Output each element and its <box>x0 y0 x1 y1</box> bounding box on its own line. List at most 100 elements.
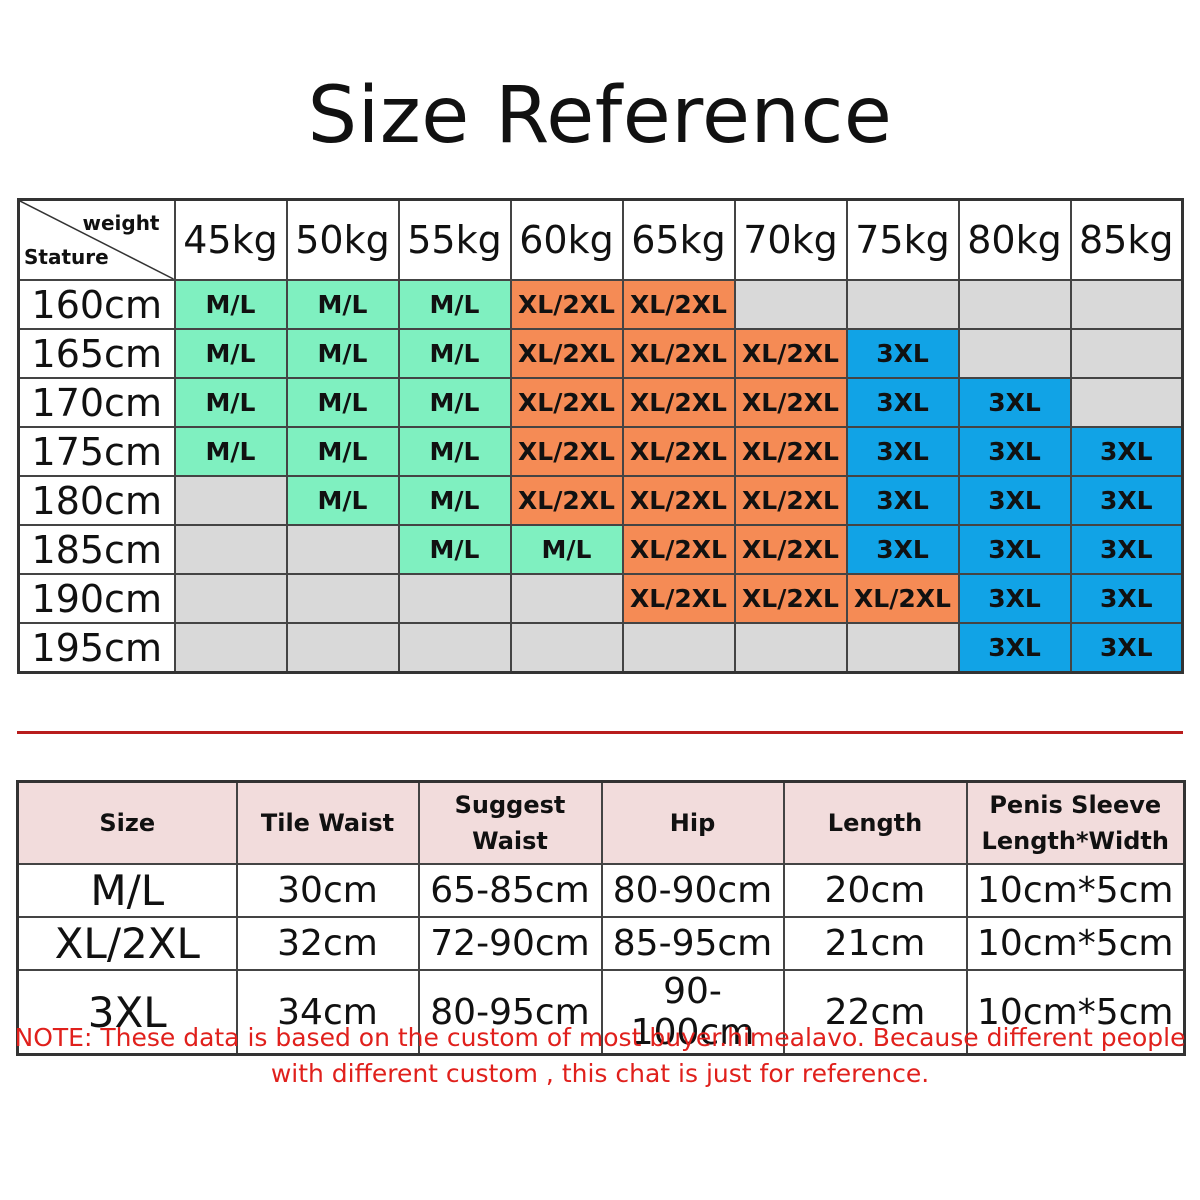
empty-cell <box>733 279 848 330</box>
weight-header: 50kg <box>285 198 400 281</box>
grid-row: 190cm XL/2XL XL/2XL XL/2XL 3XL 3XL <box>17 573 1184 624</box>
empty-cell <box>845 279 960 330</box>
size-cell: 3XL <box>957 524 1072 575</box>
size-cell: XL/2XL <box>733 524 848 575</box>
size-cell: XL/2XL <box>845 573 960 624</box>
empty-cell <box>1069 377 1184 428</box>
size-cell: M/L <box>397 279 512 330</box>
stature-label: 175cm <box>17 426 176 477</box>
size-cell: XL/2XL <box>733 377 848 428</box>
size-cell: 3XL <box>1069 475 1184 526</box>
size-cell: 3XL <box>957 426 1072 477</box>
weight-header: 70kg <box>733 198 848 281</box>
spec-value: 21cm <box>782 916 968 971</box>
empty-cell <box>957 328 1072 379</box>
weight-header: 75kg <box>845 198 960 281</box>
spec-size-name: M/L <box>16 863 238 918</box>
spec-value: 10cm*5cm <box>965 863 1186 918</box>
size-cell: 3XL <box>957 622 1072 674</box>
grid-row: 185cm M/L M/L XL/2XL XL/2XL 3XL 3XL 3XL <box>17 524 1184 575</box>
size-cell: M/L <box>397 426 512 477</box>
size-cell: M/L <box>397 328 512 379</box>
size-cell: M/L <box>397 377 512 428</box>
corner-cell: weight Stature <box>17 198 176 281</box>
spec-header: Suggest Waist <box>417 780 603 865</box>
spec-value: 10cm*5cm <box>965 969 1186 1056</box>
size-cell: XL/2XL <box>733 426 848 477</box>
empty-cell <box>173 573 288 624</box>
spec-value: 22cm <box>782 969 968 1056</box>
size-cell: M/L <box>397 524 512 575</box>
grid-row: 165cm M/L M/L M/L XL/2XL XL/2XL XL/2XL 3XL <box>17 328 1184 379</box>
size-cell: XL/2XL <box>509 279 624 330</box>
spec-value: 30cm <box>235 863 420 918</box>
size-cell: XL/2XL <box>621 328 736 379</box>
spec-row: 3XL 34cm 80-95cm 90-100cm 22cm 10cm*5cm <box>16 969 1186 1056</box>
size-cell: XL/2XL <box>733 573 848 624</box>
grid-row: 175cm M/L M/L M/L XL/2XL XL/2XL XL/2XL 3XL 3XL 3X… <box>17 426 1184 477</box>
spec-value: 85-95cm <box>600 916 785 971</box>
empty-cell <box>397 622 512 674</box>
note-line-2: with different custom , this chat is jus… <box>270 1059 930 1088</box>
grid-row: 180cm M/L M/L XL/2XL XL/2XL XL/2XL 3XL 3XL 3XL <box>17 475 1184 526</box>
stature-label: 180cm <box>17 475 176 526</box>
size-cell: M/L <box>285 377 400 428</box>
weight-header: 55kg <box>397 198 512 281</box>
spec-value: 34cm <box>235 969 420 1056</box>
empty-cell <box>1069 328 1184 379</box>
size-cell: 3XL <box>845 377 960 428</box>
size-cell: M/L <box>285 328 400 379</box>
size-cell: M/L <box>173 377 288 428</box>
corner-weight-label: weight <box>82 211 160 235</box>
size-cell: XL/2XL <box>621 426 736 477</box>
spec-header: Tile Waist <box>235 780 420 865</box>
weight-header: 80kg <box>957 198 1072 281</box>
size-grid: weight Stature 45kg 50kg 55kg 60kg 65kg 70kg 7… <box>17 198 1184 674</box>
grid-row: 170cm M/L M/L M/L XL/2XL XL/2XL XL/2XL 3XL 3XL <box>17 377 1184 428</box>
size-cell: XL/2XL <box>621 524 736 575</box>
grid-row: 160cm M/L M/L M/L XL/2XL XL/2XL <box>17 279 1184 330</box>
grid-row: 195cm 3XL 3XL <box>17 622 1184 674</box>
corner-stature-label: Stature <box>24 245 109 269</box>
size-cell: XL/2XL <box>509 377 624 428</box>
size-cell: XL/2XL <box>621 377 736 428</box>
size-cell: 3XL <box>845 426 960 477</box>
size-cell: XL/2XL <box>509 426 624 477</box>
spec-value: 80-95cm <box>417 969 603 1056</box>
spec-size-name: 3XL <box>16 969 238 1056</box>
spec-header: Hip <box>600 780 785 865</box>
size-cell: 3XL <box>957 573 1072 624</box>
size-cell: M/L <box>397 475 512 526</box>
spec-row: M/L 30cm 65-85cm 80-90cm 20cm 10cm*5cm <box>16 863 1186 918</box>
note-line-1: NOTE: These data is based on the custom … <box>14 1023 1186 1052</box>
spec-row: XL/2XL 32cm 72-90cm 85-95cm 21cm 10cm*5cm <box>16 916 1186 971</box>
spec-value: 65-85cm <box>417 863 603 918</box>
section-divider <box>17 731 1183 734</box>
size-cell: XL/2XL <box>733 328 848 379</box>
empty-cell <box>621 622 736 674</box>
weight-header: 85kg <box>1069 198 1184 281</box>
empty-cell <box>1069 279 1184 330</box>
stature-label: 185cm <box>17 524 176 575</box>
spec-value: 80-90cm <box>600 863 785 918</box>
size-cell: 3XL <box>1069 622 1184 674</box>
weight-header: 60kg <box>509 198 624 281</box>
spec-size-name: XL/2XL <box>16 916 238 971</box>
empty-cell <box>173 475 288 526</box>
spec-value: 90-100cm <box>600 969 785 1056</box>
stature-label: 160cm <box>17 279 176 330</box>
size-cell: XL/2XL <box>733 475 848 526</box>
empty-cell <box>509 573 624 624</box>
size-cell: 3XL <box>1069 573 1184 624</box>
stature-label: 195cm <box>17 622 176 674</box>
size-cell: 3XL <box>957 475 1072 526</box>
empty-cell <box>845 622 960 674</box>
size-cell: 3XL <box>1069 524 1184 575</box>
spec-header: Length <box>782 780 968 865</box>
empty-cell <box>509 622 624 674</box>
empty-cell <box>285 622 400 674</box>
size-cell: M/L <box>509 524 624 575</box>
size-cell: 3XL <box>845 524 960 575</box>
stature-label: 170cm <box>17 377 176 428</box>
spec-value: 32cm <box>235 916 420 971</box>
